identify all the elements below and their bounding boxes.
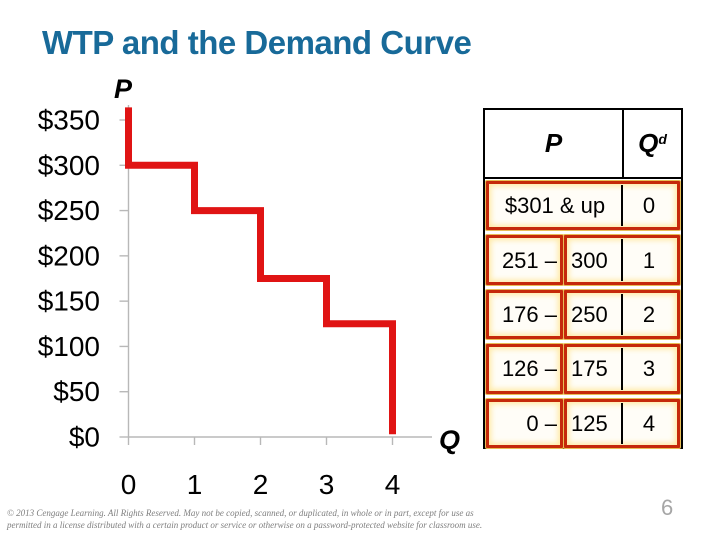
price-range-cell: $301 & up (504, 193, 606, 219)
slide-title: WTP and the Demand Curve (42, 24, 472, 61)
column-divider (621, 402, 623, 444)
y-tick-label: $250 (38, 195, 100, 226)
highlight-box (486, 235, 563, 285)
y-tick-label: $350 (38, 105, 100, 136)
y-tick-label: $100 (38, 331, 100, 362)
quantity-cell: 3 (642, 356, 656, 382)
quantity-cell: 4 (642, 410, 656, 436)
table-row: 126 – 175 3 (485, 342, 681, 396)
table-row: 176 – 250 2 (485, 288, 681, 342)
quantity-cell: 1 (642, 247, 656, 273)
y-axis-label-p: P (114, 74, 133, 104)
price-high-cell: 300 (571, 247, 608, 273)
x-tick-label: 2 (253, 469, 269, 500)
header-q-superscript: d (658, 130, 667, 147)
copyright-notice: © 2013 Cengage Learning. All Rights Rese… (7, 507, 482, 531)
table-row: 0 – 125 4 (485, 397, 681, 451)
copyright-line-1: © 2013 Cengage Learning. All Rights Rese… (7, 508, 474, 518)
quantity-cell: 0 (642, 193, 656, 219)
y-tick-label: $50 (53, 376, 100, 407)
x-tick-label: 0 (121, 469, 137, 500)
header-p-text: P (544, 128, 563, 158)
x-tick-label: 4 (385, 469, 401, 500)
column-divider (621, 348, 623, 390)
y-tick-label: $0 (69, 422, 100, 453)
price-low-cell: 176 – (501, 301, 557, 327)
quantity-cell: 2 (642, 301, 656, 327)
price-low-cell: 126 – (501, 356, 557, 382)
price-low-cell: 0 – (526, 410, 557, 436)
table-header-price: P (485, 110, 624, 177)
x-tick-label: 1 (187, 469, 203, 500)
column-divider (621, 185, 623, 227)
highlight-box (486, 181, 680, 231)
x-axis-label-q: Q (439, 425, 461, 455)
header-q-text: Q (638, 128, 659, 158)
price-low-cell: 251 – (501, 247, 557, 273)
highlight-box (486, 344, 563, 394)
demand-curve-line (125, 107, 396, 435)
price-high-cell: 125 (571, 410, 608, 436)
highlight-box (486, 289, 563, 340)
y-tick-label: $200 (38, 240, 100, 271)
page-number: 6 (661, 495, 674, 520)
table-row: 251 – 300 1 (485, 233, 681, 287)
column-divider (621, 293, 623, 336)
column-divider (621, 239, 623, 281)
y-tick-label: $150 (38, 286, 100, 317)
copyright-line-2: permitted in a license distributed with … (7, 520, 483, 530)
x-tick-label: 3 (319, 469, 335, 500)
price-high-cell: 175 (571, 356, 608, 382)
y-tick-label: $300 (38, 150, 100, 181)
highlight-box (486, 398, 563, 448)
price-high-cell: 250 (571, 301, 608, 327)
table-row: $301 & up 0 (485, 179, 681, 233)
